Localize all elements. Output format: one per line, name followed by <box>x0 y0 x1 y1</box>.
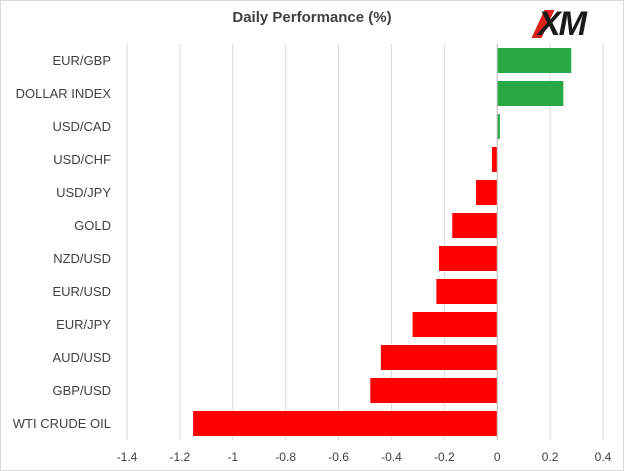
x-tick-label: 0.2 <box>542 450 559 464</box>
category-label: EUR/JPY <box>56 317 111 332</box>
logo-text: XM <box>538 5 587 43</box>
x-tick-label: -1 <box>227 450 238 464</box>
category-label: AUD/USD <box>52 350 111 365</box>
bar <box>370 378 498 403</box>
category-label: USD/CHF <box>53 152 111 167</box>
bar <box>491 147 498 172</box>
x-tick-label: -0.8 <box>275 450 296 464</box>
x-tick-label: 0.4 <box>595 450 612 464</box>
category-label: GOLD <box>74 218 111 233</box>
category-label: NZD/USD <box>53 251 111 266</box>
bar <box>497 114 500 139</box>
x-tick-label: -0.2 <box>434 450 455 464</box>
category-label: WTI CRUDE OIL <box>13 416 111 431</box>
bar <box>476 180 498 205</box>
category-label: DOLLAR INDEX <box>16 86 112 101</box>
bar <box>439 246 498 271</box>
x-tick-label: -0.4 <box>381 450 402 464</box>
bar <box>436 279 498 304</box>
category-label: EUR/USD <box>52 284 111 299</box>
x-tick-label: -1.4 <box>117 450 138 464</box>
chart-title: Daily Performance (%) <box>232 9 392 26</box>
bar <box>497 48 572 73</box>
bar <box>452 213 498 238</box>
category-label: USD/CAD <box>52 119 111 134</box>
category-label: GBP/USD <box>52 383 111 398</box>
xm-logo: XM <box>531 4 622 44</box>
x-tick-label: 0 <box>494 450 501 464</box>
category-label: USD/JPY <box>56 185 111 200</box>
x-tick-label: -1.2 <box>170 450 191 464</box>
bar <box>380 345 498 370</box>
x-tick-label: -0.6 <box>328 450 349 464</box>
category-label: EUR/GBP <box>52 53 111 68</box>
bar <box>497 81 564 106</box>
bar <box>412 312 498 337</box>
bar <box>193 411 498 436</box>
